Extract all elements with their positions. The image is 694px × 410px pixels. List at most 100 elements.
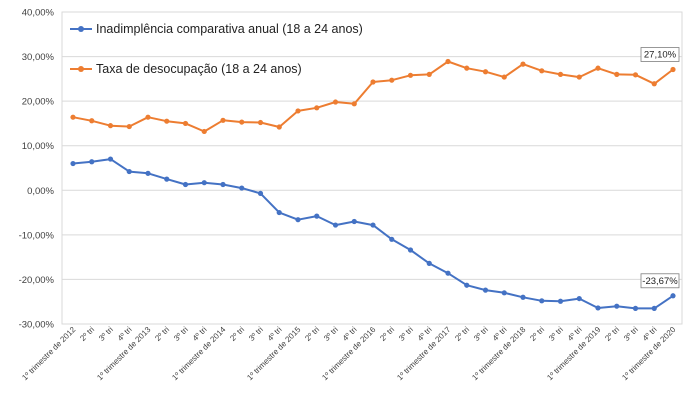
data-point [576, 74, 582, 80]
data-point [276, 124, 282, 130]
data-point [670, 66, 676, 73]
data-point [70, 160, 76, 167]
data-point [445, 270, 451, 276]
data-point [220, 181, 226, 188]
y-axis-tick-labels: -30,00% -20,00% -10,00% 0,00% 10,00% 20,00% 30… [19, 8, 55, 331]
x-tick-label: 1º trimestre de 2012 [20, 325, 78, 383]
data-point [614, 303, 620, 309]
x-tick-label: 2º tri [228, 325, 246, 343]
data-point [520, 61, 526, 67]
y-tick-label: 20,00% [22, 97, 55, 108]
data-point [201, 128, 207, 135]
data-point [332, 99, 339, 105]
data-label-2: 27,10% [644, 49, 677, 60]
data-point [70, 114, 76, 120]
data-point [557, 298, 564, 304]
x-tick-label: 2º tri [453, 325, 471, 343]
data-point [557, 71, 564, 77]
data-point [239, 119, 245, 125]
data-point [482, 69, 489, 75]
x-tick-label: 2º tri [603, 325, 621, 343]
data-point [257, 190, 264, 197]
data-point [276, 209, 282, 216]
legend-swatch-blue [70, 24, 92, 34]
data-point [501, 74, 507, 80]
data-point [370, 222, 376, 228]
data-point [407, 247, 414, 253]
data-point [464, 65, 470, 71]
data-point [632, 72, 639, 78]
data-point [426, 260, 432, 266]
data-point [145, 170, 151, 176]
data-point [351, 101, 357, 107]
data-point [182, 181, 189, 188]
data-point [370, 79, 376, 85]
data-point [520, 294, 526, 300]
legend-label-desocupacao: Taxa de desocupação (18 a 24 anos) [96, 62, 302, 76]
data-point [651, 305, 657, 311]
x-tick-label: 3º tri [622, 325, 640, 343]
x-tick-label: 2º tri [378, 325, 396, 343]
data-labels: -23,67% 27,10% [640, 47, 680, 289]
data-point [332, 222, 339, 228]
data-label-box [640, 273, 680, 289]
gridlines [61, 11, 683, 325]
y-tick-label: 40,00% [22, 8, 55, 19]
data-point [89, 159, 95, 165]
data-point [107, 156, 114, 162]
data-point [389, 236, 395, 242]
data-point [482, 287, 489, 293]
x-tick-label: 2º tri [303, 325, 321, 343]
data-point [651, 81, 657, 87]
data-point [632, 305, 639, 311]
data-point [295, 217, 301, 223]
data-point [295, 108, 301, 114]
data-point [89, 118, 95, 124]
data-point [426, 71, 432, 77]
data-point [576, 295, 582, 302]
y-tick-label: -30,00% [19, 320, 55, 331]
data-point [351, 218, 357, 225]
data-point [314, 105, 320, 111]
data-point [201, 180, 207, 186]
x-tick-label: 3º tri [97, 325, 115, 343]
data-point [389, 77, 395, 83]
legend-item-inadimplencia: Inadimplência comparativa anual (18 a 24… [70, 22, 363, 36]
plot-area [61, 11, 683, 325]
data-point [464, 282, 470, 288]
data-point [164, 118, 170, 124]
x-tick-label: 3º tri [172, 325, 190, 343]
data-point [145, 114, 151, 120]
data-point [595, 305, 601, 311]
data-point [257, 119, 264, 126]
data-label-box [640, 47, 680, 62]
x-tick-label: 2º tri [153, 325, 171, 343]
data-point [239, 185, 245, 191]
x-tick-label: 3º tri [247, 325, 265, 343]
data-point [670, 293, 676, 299]
x-tick-label: 3º tri [472, 325, 490, 343]
series-lines [70, 58, 676, 311]
x-axis-tick-labels: 1º trimestre de 2012 2º tri 3º tri 4º tri1º… [20, 325, 678, 383]
data-point [182, 120, 189, 127]
data-point [220, 117, 226, 123]
y-tick-label: 10,00% [22, 141, 55, 152]
legend-swatch-orange [70, 64, 92, 74]
data-point [501, 290, 507, 296]
x-tick-label: 3º tri [322, 325, 340, 343]
y-tick-label: -10,00% [19, 230, 55, 241]
data-point [539, 298, 545, 304]
data-point [126, 123, 132, 130]
data-point [595, 65, 601, 71]
data-point [445, 58, 451, 65]
data-point [614, 71, 620, 77]
data-point [407, 72, 414, 78]
legend-label-inadimplencia: Inadimplência comparativa anual (18 a 24… [96, 22, 363, 36]
data-label-1: -23,67% [642, 276, 678, 287]
data-point [164, 176, 170, 182]
data-point [126, 168, 132, 175]
legend-item-desocupacao: Taxa de desocupação (18 a 24 anos) [70, 62, 302, 76]
y-tick-label: 30,00% [22, 52, 55, 63]
data-point [539, 68, 545, 74]
x-tick-label: 2º tri [78, 325, 96, 343]
